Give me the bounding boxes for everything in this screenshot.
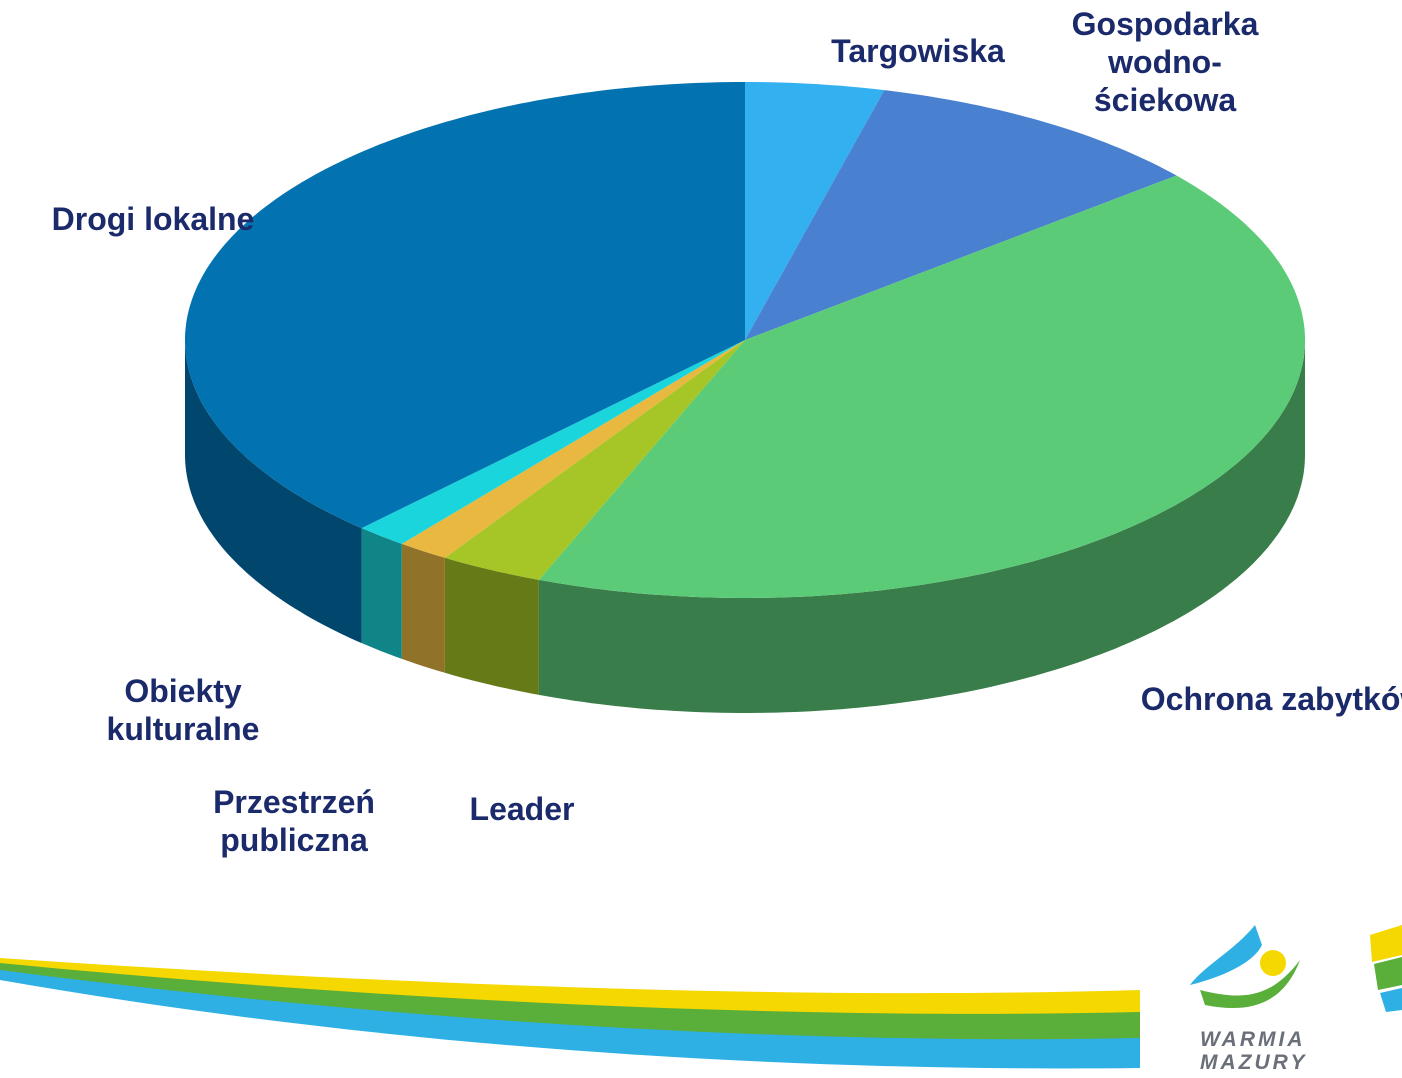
logo-text: MAZURY [1200, 1051, 1307, 1074]
slice-label: Leader [412, 790, 632, 828]
slice-side [362, 528, 402, 659]
slice-side [445, 558, 539, 695]
slice-label: Gospodarka wodno-ściekowa [1050, 5, 1280, 119]
chart [0, 0, 1402, 1078]
slice-label: Drogi lokalne [3, 200, 303, 238]
page: WARMIA MAZURY TargowiskaGospodarka wodno… [0, 0, 1402, 1078]
slice-label: Przestrzeń publiczna [184, 783, 404, 859]
slice-label: Obiekty kulturalne [63, 672, 303, 748]
decoration [0, 925, 1402, 1068]
slice-label: Ochrona zabytków [1133, 680, 1402, 718]
logo-text: WARMIA [1200, 1028, 1306, 1051]
slice-side [402, 544, 445, 673]
slice-label: Targowiska [768, 32, 1068, 70]
